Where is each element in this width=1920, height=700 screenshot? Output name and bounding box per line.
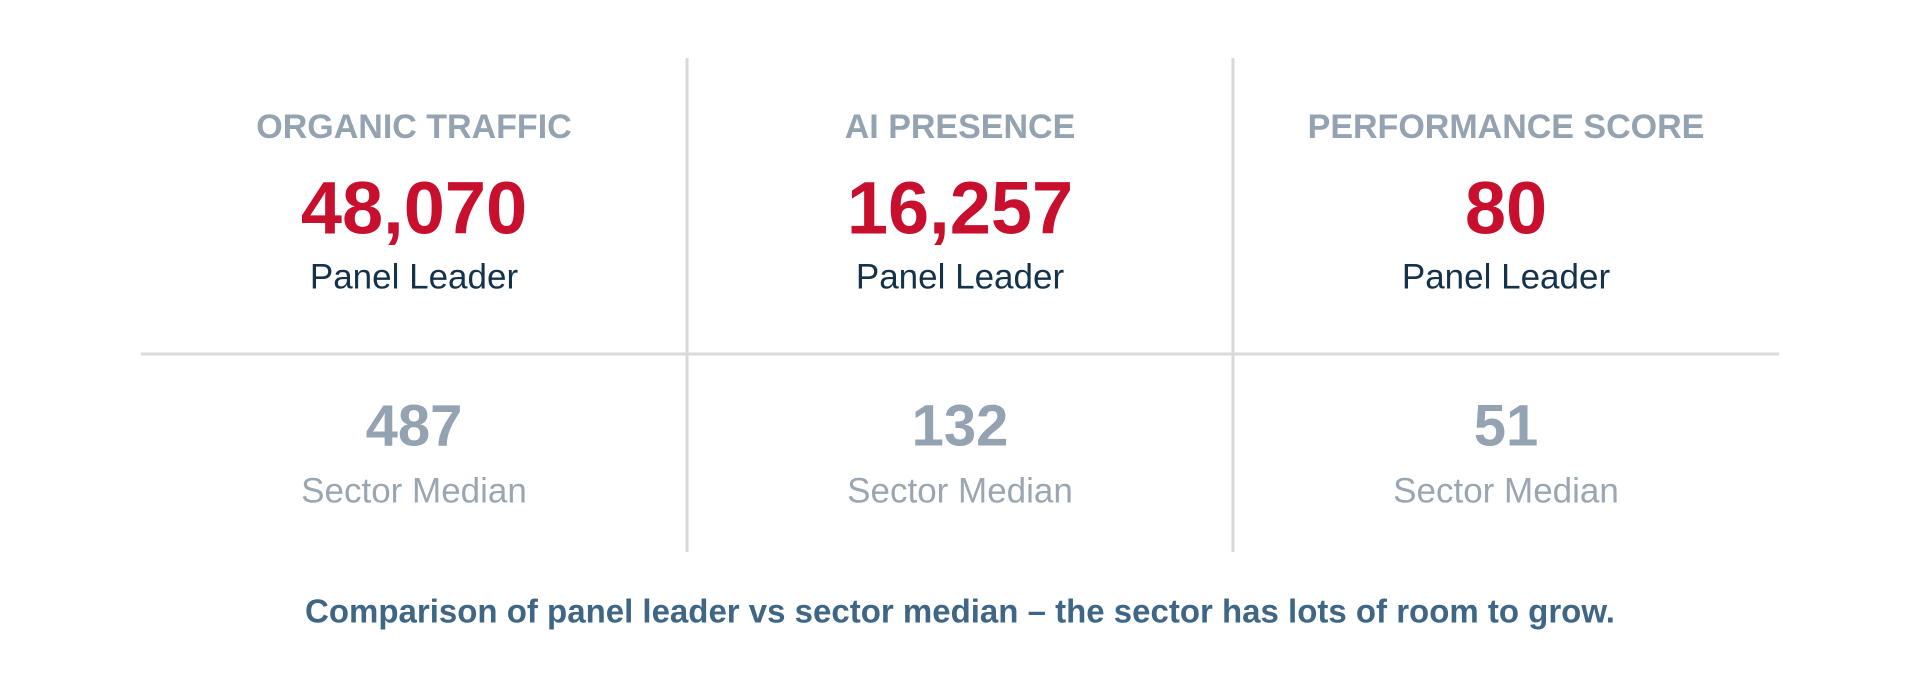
leader-label: Panel Leader [1402, 257, 1611, 296]
median-label: Sector Median [301, 471, 527, 510]
median-label: Sector Median [1393, 471, 1619, 510]
leader-label: Panel Leader [856, 257, 1065, 296]
median-label: Sector Median [847, 471, 1073, 510]
metric-title: AI PRESENCE [845, 108, 1076, 146]
leader-value: 80 [1465, 167, 1547, 250]
median-value: 487 [366, 393, 463, 458]
leader-value: 16,257 [847, 167, 1073, 250]
leader-value: 48,070 [301, 167, 527, 250]
median-value: 51 [1474, 393, 1539, 458]
median-value: 132 [912, 393, 1009, 458]
metric-title: PERFORMANCE SCORE [1308, 108, 1705, 146]
leader-label: Panel Leader [310, 257, 519, 296]
metric-title: ORGANIC TRAFFIC [256, 108, 571, 146]
caption: Comparison of panel leader vs sector med… [305, 593, 1615, 630]
